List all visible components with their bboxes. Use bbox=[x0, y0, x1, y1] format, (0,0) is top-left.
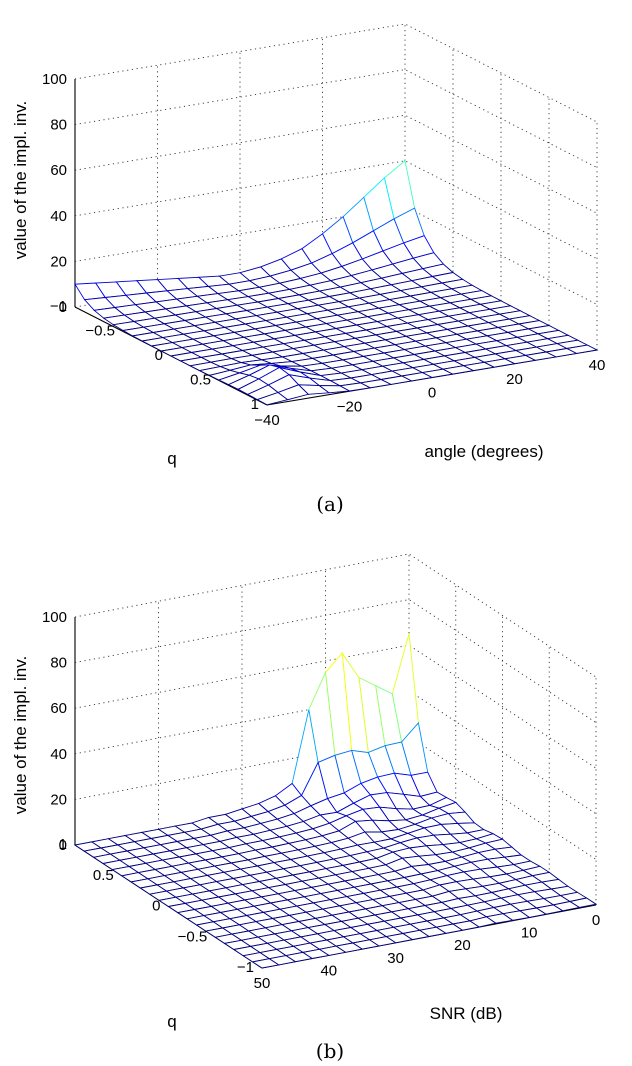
q-tick-label: −1 bbox=[50, 298, 67, 315]
param-tick-label: 0 bbox=[428, 385, 436, 402]
z-gridline bbox=[74, 114, 598, 214]
param-tick-label: 0 bbox=[592, 912, 600, 929]
param-tick-label: 50 bbox=[254, 975, 271, 992]
z-tick-label: 80 bbox=[50, 117, 67, 134]
z-tick-label: 40 bbox=[50, 208, 67, 225]
z-tick-label: 20 bbox=[50, 791, 67, 808]
param-tick-label: −40 bbox=[254, 412, 279, 429]
surface-mesh-b bbox=[73, 633, 598, 969]
z-tick-label: 0 bbox=[59, 837, 67, 854]
param-tick-label: 40 bbox=[320, 962, 337, 979]
z-tick-label: 20 bbox=[50, 253, 67, 270]
q-tick-label: 0 bbox=[152, 898, 160, 915]
param-tick-label: 10 bbox=[521, 925, 538, 942]
caption-a: (a) bbox=[316, 492, 344, 516]
q-tick-label: 1 bbox=[251, 396, 259, 413]
q-tick-label: 0 bbox=[155, 347, 163, 364]
q-tick-label: −1 bbox=[237, 959, 254, 976]
param-tick-label: 20 bbox=[454, 937, 471, 954]
q-axis-label-b: q bbox=[167, 1012, 176, 1031]
param-tick-label: 20 bbox=[506, 371, 523, 388]
param-tick-label: 30 bbox=[387, 950, 404, 967]
surface-mesh-a bbox=[74, 159, 599, 406]
q-tick-label: −0.5 bbox=[178, 928, 208, 945]
surface-plot-a: 0 20 40 60 80 100 −1 −0.5 0 0.5 1−40 −20 0 20 40 value… bbox=[11, 23, 605, 516]
q-tick-label: −0.5 bbox=[85, 323, 115, 340]
mesh-cell bbox=[256, 391, 289, 406]
z-axis-label-b: value of the impl. inv. bbox=[11, 656, 30, 814]
q-tick-label: 1 bbox=[59, 836, 67, 853]
q-tick-label: 0.5 bbox=[93, 867, 114, 884]
param-tick-label: 40 bbox=[589, 357, 606, 374]
z-tick-label: 40 bbox=[50, 746, 67, 763]
caption-b: (b) bbox=[316, 1039, 344, 1063]
q-tick-label: 0.5 bbox=[190, 372, 211, 389]
z-gridline bbox=[74, 205, 598, 305]
z-axis-label-a: value of the impl. inv. bbox=[11, 101, 30, 259]
z-tick-label: 100 bbox=[42, 71, 67, 88]
z-gridline bbox=[74, 23, 598, 123]
angle-axis-label-a: angle (degrees) bbox=[424, 442, 543, 461]
mesh-cell bbox=[251, 958, 280, 969]
z-gridline bbox=[74, 553, 597, 678]
param-tick-label: −20 bbox=[337, 398, 362, 415]
z-tick-label: 60 bbox=[50, 700, 67, 717]
z-tick-label: 100 bbox=[42, 609, 67, 626]
snr-axis-label-b: SNR (dB) bbox=[430, 1004, 503, 1023]
tick-labels-a: 0 20 40 60 80 100 −1 −0.5 0 0.5 1−40 −20 0 20 40 bbox=[42, 71, 605, 429]
z-tick-label: 80 bbox=[50, 655, 67, 672]
z-gridline bbox=[74, 69, 598, 169]
z-gridline bbox=[74, 160, 598, 260]
q-axis-label-a: q bbox=[167, 449, 176, 468]
z-tick-label: 0 bbox=[59, 299, 67, 316]
z-tick-label: 60 bbox=[50, 162, 67, 179]
